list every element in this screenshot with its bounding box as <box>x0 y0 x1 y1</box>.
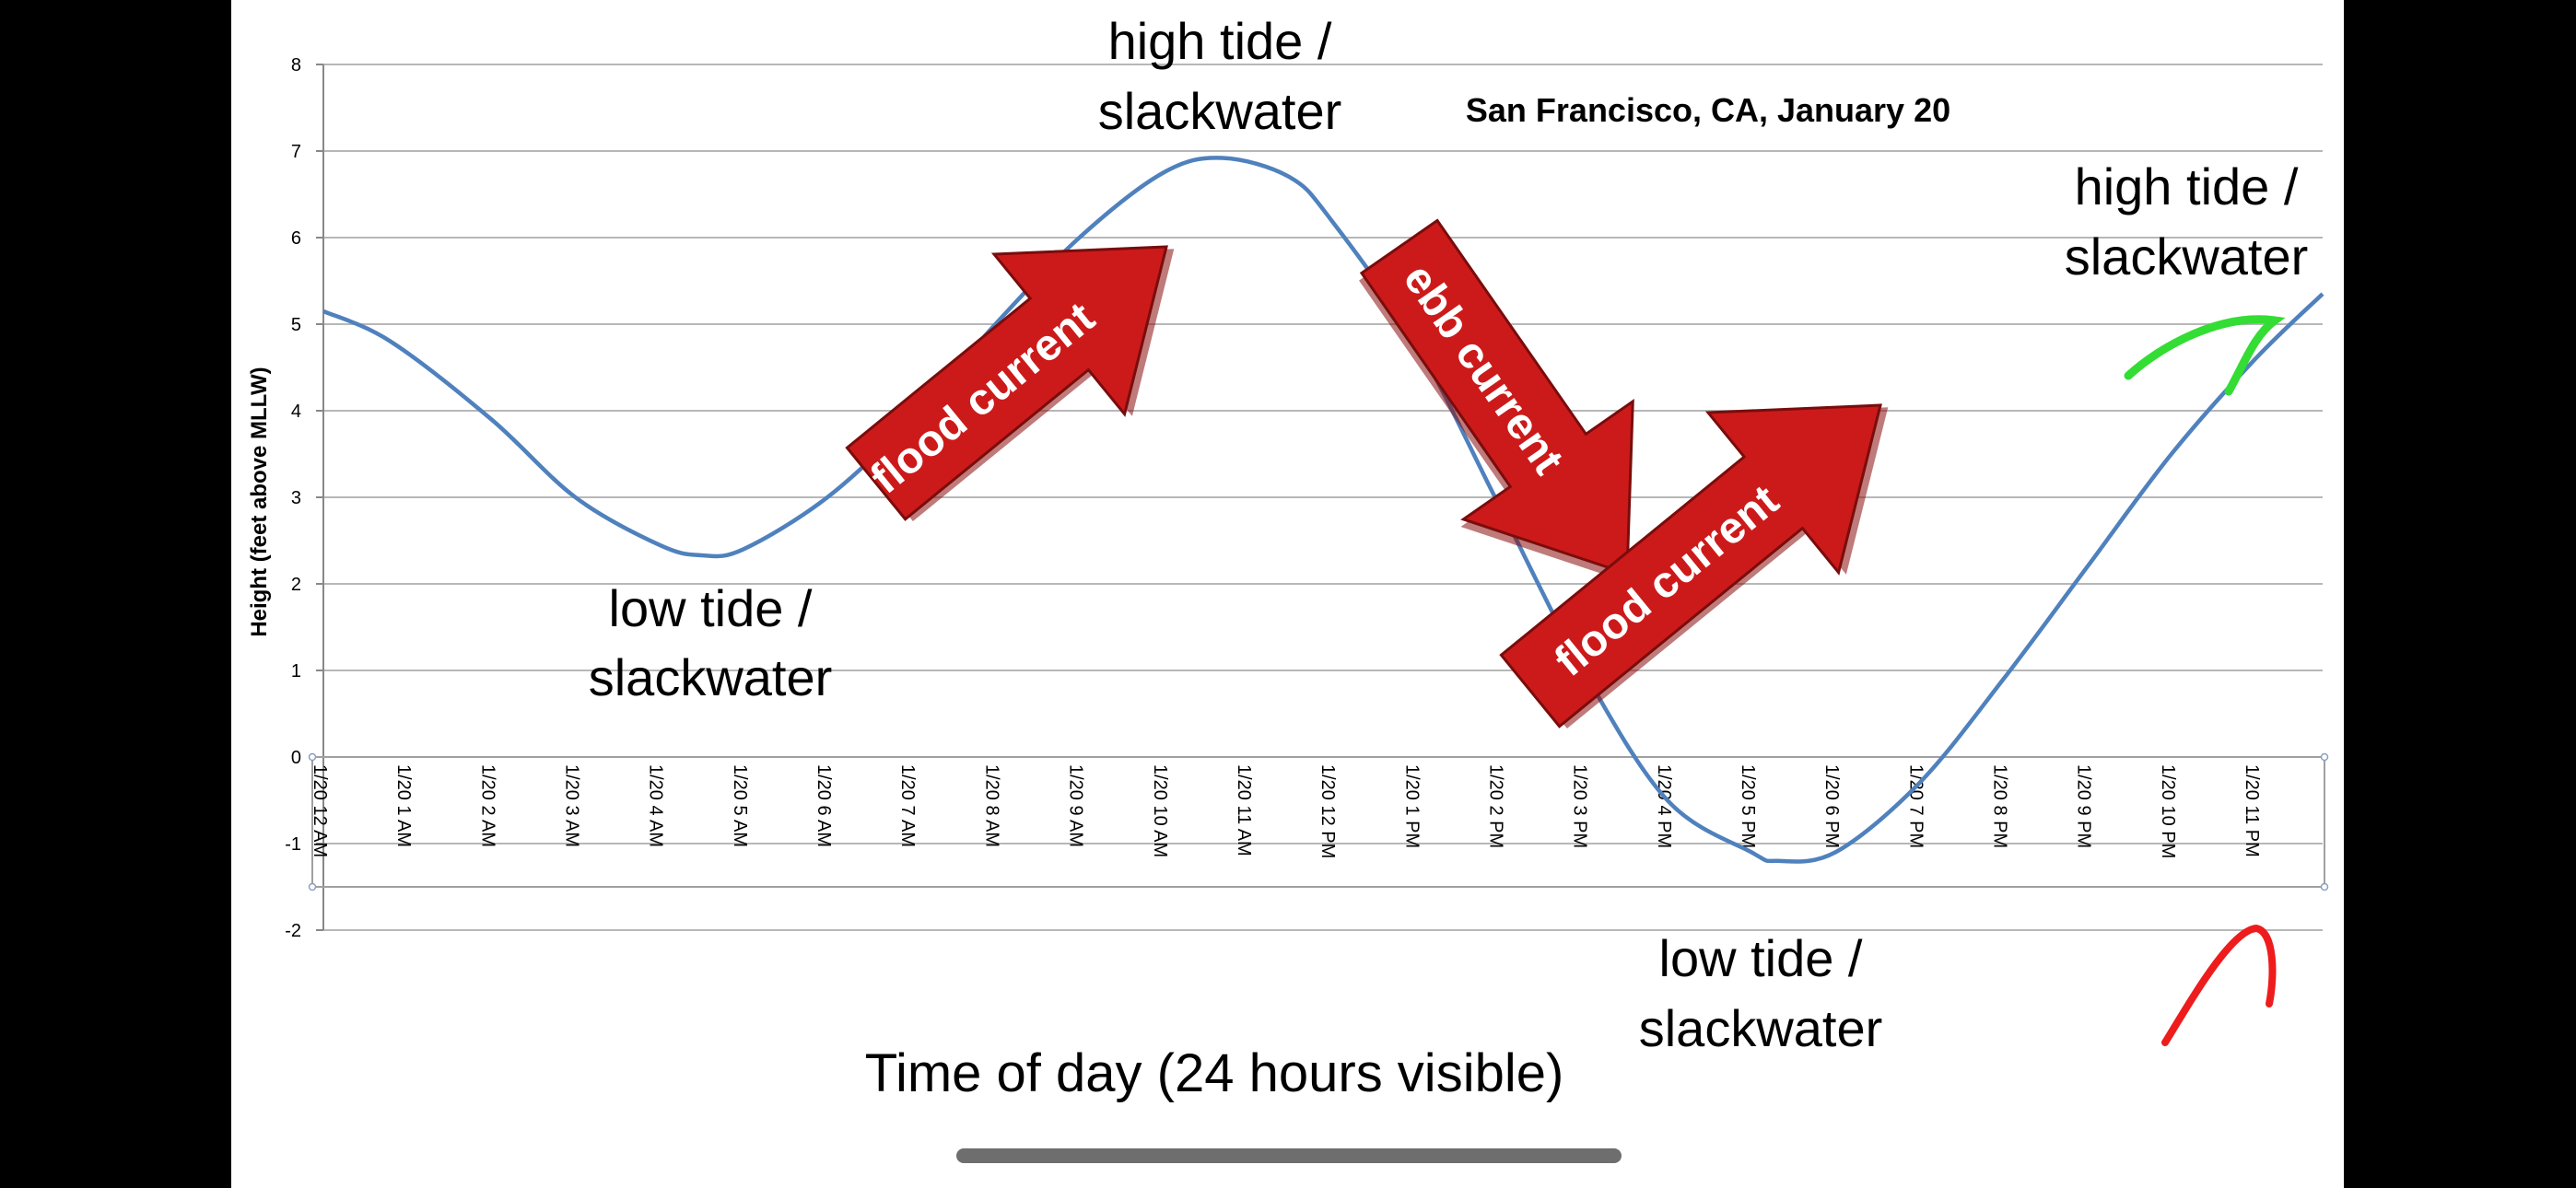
svg-text:high tide /: high tide / <box>1108 12 1332 70</box>
red-hook-stroke <box>2161 924 2277 1046</box>
annotation-high-tide-2: high tide / slackwater <box>2065 157 2309 285</box>
flood-current-arrow-1: flood current <box>845 245 1175 522</box>
x-tick-label: 1/20 8 PM <box>1990 764 2010 848</box>
home-indicator[interactable] <box>956 1148 1622 1163</box>
hand-drawn-marks <box>2124 315 2286 1046</box>
x-axis-label: Time of day (24 hours visible) <box>865 1043 1564 1103</box>
y-tick-label: 4 <box>291 402 301 422</box>
tide-line <box>322 156 2324 864</box>
slide: -2 -1 0 1 2 3 4 5 6 7 8 1/20 12 AM 1/20 1 AM 1/20 2 … <box>231 0 2344 1188</box>
y-axis-label: Height (feet above MLLW) <box>247 367 272 636</box>
y-tick-label: 6 <box>291 228 301 249</box>
x-tick-label: 1/20 7 AM <box>897 764 918 847</box>
x-tick-label: 1/20 12 PM <box>1317 764 1338 858</box>
green-check-stroke <box>2124 315 2286 396</box>
x-tick-label: 1/20 9 PM <box>2074 764 2094 848</box>
svg-text:high tide /: high tide / <box>2075 157 2299 215</box>
annotation-high-tide-1: high tide / slackwater <box>1098 12 1342 140</box>
x-tick-label: 1/20 8 AM <box>981 764 1001 847</box>
y-tick-label: 1 <box>291 661 301 681</box>
x-tick-label: 1/20 6 AM <box>814 764 834 847</box>
y-tick-label: 2 <box>291 575 301 595</box>
x-tick-label: 1/20 5 PM <box>1738 764 1758 848</box>
y-tick-label: 7 <box>291 142 301 162</box>
y-tick-label: 3 <box>291 488 301 508</box>
x-tick-label: 1/20 3 PM <box>1570 764 1590 848</box>
x-tick-label: 1/20 11 PM <box>2242 764 2262 857</box>
chart-title: San Francisco, CA, January 20 <box>1466 91 1950 129</box>
x-tick-label: 1/20 5 AM <box>730 764 750 847</box>
x-tick-label: 1/20 2 AM <box>477 764 498 847</box>
x-tick-label: 1/20 6 PM <box>1821 764 1842 848</box>
svg-text:slackwater: slackwater <box>589 648 833 706</box>
y-tick-label: 5 <box>291 315 301 335</box>
x-tick-label: 1/20 3 AM <box>562 764 582 847</box>
axis-handle <box>2320 752 2329 762</box>
axis-handle <box>308 752 317 762</box>
x-tick-label: 1/20 1 PM <box>1401 764 1422 848</box>
annotation-low-tide-2: low tide / slackwater <box>1639 929 1883 1057</box>
y-tick-labels: -2 -1 0 1 2 3 4 5 6 7 8 <box>285 55 301 941</box>
x-axis-box <box>311 756 2325 888</box>
svg-text:slackwater: slackwater <box>2065 227 2309 285</box>
axis-handle <box>308 882 317 891</box>
x-tick-label: 1/20 9 AM <box>1066 764 1086 847</box>
x-tick-label: 1/20 10 PM <box>2158 764 2178 858</box>
x-tick-label: 1/20 4 AM <box>646 764 666 847</box>
y-tick-label: -1 <box>285 834 301 855</box>
y-tick-label: 0 <box>291 748 301 768</box>
svg-text:low tide /: low tide / <box>1659 929 1863 987</box>
x-tick-label: 1/20 12 AM <box>310 764 330 857</box>
x-tick-label: 1/20 4 PM <box>1654 764 1674 848</box>
svg-text:slackwater: slackwater <box>1098 82 1342 140</box>
y-tick-label: 8 <box>291 55 301 76</box>
annotation-low-tide-1: low tide / slackwater <box>589 579 833 706</box>
x-tick-label: 1/20 7 PM <box>1905 764 1926 848</box>
x-tick-label: 1/20 1 AM <box>393 764 414 847</box>
axis-handle <box>2320 882 2329 891</box>
svg-text:slackwater: slackwater <box>1639 999 1883 1057</box>
tide-chart: -2 -1 0 1 2 3 4 5 6 7 8 1/20 12 AM 1/20 1 AM 1/20 2 … <box>247 12 2329 1103</box>
series-tide-height <box>322 156 2324 864</box>
x-tick-label: 1/20 11 AM <box>1234 764 1254 856</box>
svg-text:low tide /: low tide / <box>609 579 813 637</box>
x-tick-label: 1/20 10 AM <box>1150 764 1170 857</box>
x-tick-label: 1/20 2 PM <box>1485 764 1505 848</box>
y-tick-label: -2 <box>285 921 301 941</box>
x-tick-labels: 1/20 12 AM 1/20 1 AM 1/20 2 AM 1/20 3 AM 1/2… <box>310 764 2262 858</box>
axes <box>308 64 2329 930</box>
